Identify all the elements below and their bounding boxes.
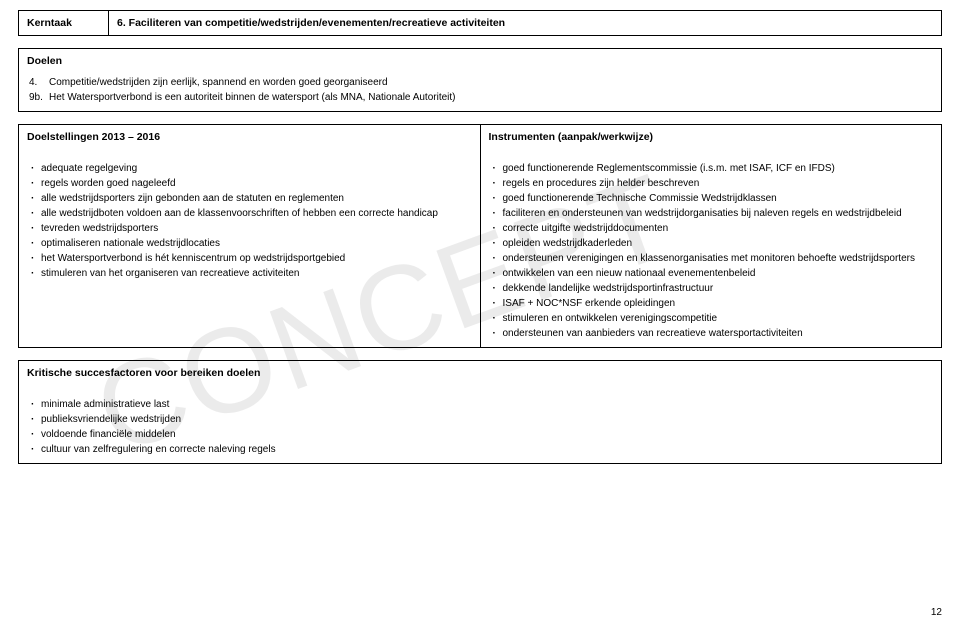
succesfactoren-table: Kritische succesfactoren voor bereiken d…: [18, 360, 942, 464]
succesfactoren-list: minimale administratieve lastpublieksvri…: [27, 397, 933, 457]
list-item: stimuleren en ontwikkelen verenigingscom…: [491, 311, 934, 326]
list-item: regels en procedures zijn helder beschre…: [491, 176, 934, 191]
list-item: optimaliseren nationale wedstrijdlocatie…: [29, 236, 472, 251]
doelen-table: Doelen 4.Competitie/wedstrijden zijn eer…: [18, 48, 942, 112]
list-item: stimuleren van het organiseren van recre…: [29, 266, 472, 281]
list-item: cultuur van zelfregulering en correcte n…: [29, 442, 933, 457]
kerntaak-header-table: Kerntaak 6. Faciliteren van competitie/w…: [18, 10, 942, 36]
list-item: voldoende financiële middelen: [29, 427, 933, 442]
doelstellingen-left-list: adequate regelgevingregels worden goed n…: [27, 161, 472, 281]
doelen-item: 4.Competitie/wedstrijden zijn eerlijk, s…: [29, 75, 933, 90]
list-item: publieksvriendelijke wedstrijden: [29, 412, 933, 427]
list-item: goed functionerende Reglementscommissie …: [491, 161, 934, 176]
doelen-item: 9b.Het Watersportverbond is een autorite…: [29, 90, 933, 105]
list-item: ondersteunen verenigingen en klassenorga…: [491, 251, 934, 266]
list-item: alle wedstrijdboten voldoen aan de klass…: [29, 206, 472, 221]
list-item: correcte uitgifte wedstrijddocumenten: [491, 221, 934, 236]
doelen-list: 4.Competitie/wedstrijden zijn eerlijk, s…: [27, 75, 933, 105]
list-item: faciliteren en ondersteunen van wedstrij…: [491, 206, 934, 221]
doelstellingen-right-title: Instrumenten (aanpak/werkwijze): [489, 131, 934, 143]
doelstellingen-left-title: Doelstellingen 2013 – 2016: [27, 131, 472, 143]
list-item: goed functionerende Technische Commissie…: [491, 191, 934, 206]
page-number: 12: [931, 607, 942, 618]
kerntaak-title: 6. Faciliteren van competitie/wedstrijde…: [109, 11, 942, 36]
list-item: alle wedstrijdsporters zijn gebonden aan…: [29, 191, 472, 206]
succesfactoren-title: Kritische succesfactoren voor bereiken d…: [27, 367, 933, 379]
list-item: ondersteunen van aanbieders van recreati…: [491, 326, 934, 341]
doelstellingen-table: Doelstellingen 2013 – 2016 adequate rege…: [18, 124, 942, 348]
list-item: het Watersportverbond is hét kenniscentr…: [29, 251, 472, 266]
list-item: opleiden wedstrijdkaderleden: [491, 236, 934, 251]
list-item: minimale administratieve last: [29, 397, 933, 412]
list-item: tevreden wedstrijdsporters: [29, 221, 472, 236]
list-item: regels worden goed nageleefd: [29, 176, 472, 191]
kerntaak-label: Kerntaak: [19, 11, 109, 36]
doelen-title: Doelen: [27, 55, 933, 67]
list-item: ISAF + NOC*NSF erkende opleidingen: [491, 296, 934, 311]
list-item: dekkende landelijke wedstrijdsportinfras…: [491, 281, 934, 296]
list-item: adequate regelgeving: [29, 161, 472, 176]
list-item: ontwikkelen van een nieuw nationaal even…: [491, 266, 934, 281]
doelstellingen-right-list: goed functionerende Reglementscommissie …: [489, 161, 934, 341]
